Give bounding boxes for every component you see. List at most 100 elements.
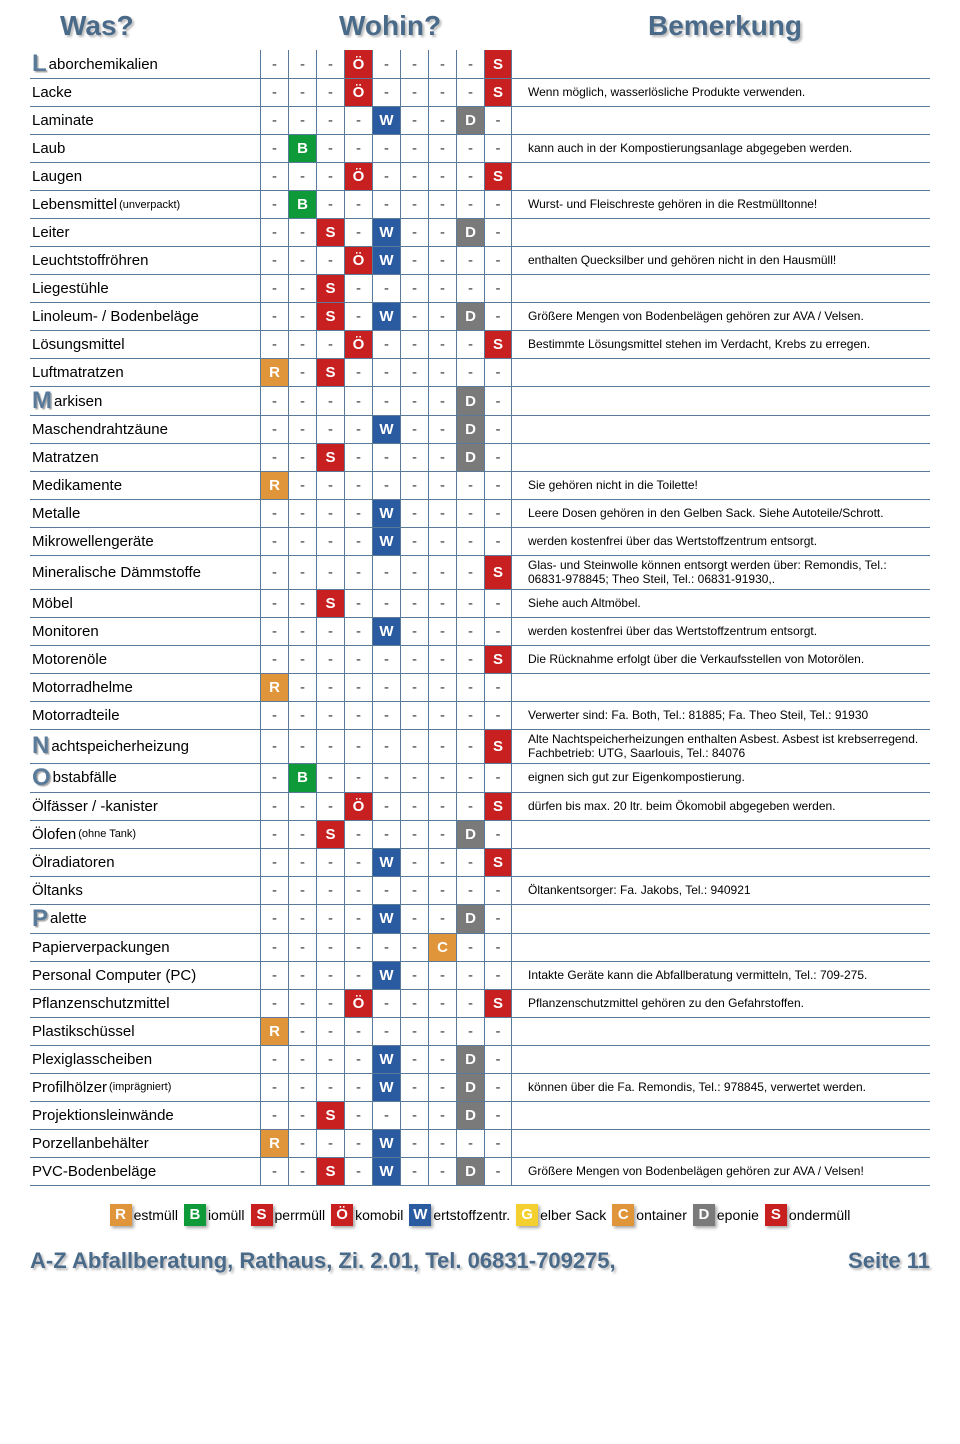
cell: - bbox=[428, 590, 456, 617]
cell: - bbox=[372, 702, 400, 729]
remark bbox=[520, 674, 930, 701]
item-name: Luftmatratzen bbox=[30, 359, 260, 386]
item-name: Motorradteile bbox=[30, 702, 260, 729]
cell: - bbox=[288, 730, 316, 763]
cell-group: ----W--D- bbox=[260, 1074, 520, 1101]
item-name-text: Motorradteile bbox=[32, 707, 120, 724]
cell: W bbox=[372, 1074, 400, 1101]
cell: - bbox=[428, 764, 456, 792]
footer-right: Seite 11 bbox=[848, 1248, 930, 1274]
cell: - bbox=[456, 1018, 484, 1045]
cell-group: --S------ bbox=[260, 275, 520, 302]
cell: R bbox=[260, 674, 288, 701]
cell-group: ----W--D- bbox=[260, 107, 520, 134]
cell: - bbox=[372, 50, 400, 78]
cell: - bbox=[288, 821, 316, 848]
cell: - bbox=[400, 1074, 428, 1101]
remark bbox=[520, 359, 930, 386]
item-name-rest: achtspeicherheizung bbox=[51, 738, 189, 755]
cell: - bbox=[372, 990, 400, 1017]
item-name-text: Mikrowellengeräte bbox=[32, 533, 154, 550]
cell: - bbox=[372, 793, 400, 820]
cell: - bbox=[316, 107, 344, 134]
item-name: Monitoren bbox=[30, 618, 260, 645]
item-name-text: Plexiglasscheiben bbox=[32, 1051, 152, 1068]
cell: S bbox=[316, 821, 344, 848]
table-row: Mineralische Dämmstoffe--------SGlas- un… bbox=[30, 556, 930, 590]
cell: S bbox=[316, 303, 344, 330]
cell: - bbox=[428, 444, 456, 471]
table-row: Mikrowellengeräte----W----werden kostenf… bbox=[30, 528, 930, 556]
cell: D bbox=[456, 416, 484, 443]
remark: enthalten Quecksilber und gehören nicht … bbox=[520, 247, 930, 274]
cell: - bbox=[428, 247, 456, 274]
cell: - bbox=[484, 528, 512, 555]
cell: - bbox=[316, 934, 344, 961]
cell-group: ----W---- bbox=[260, 618, 520, 645]
item-name: PVC-Bodenbeläge bbox=[30, 1158, 260, 1185]
cell: - bbox=[372, 135, 400, 162]
item-name: Personal Computer (PC) bbox=[30, 962, 260, 989]
table-row: Maschendrahtzäune----W--D- bbox=[30, 416, 930, 444]
cell: - bbox=[344, 107, 372, 134]
cell: - bbox=[484, 674, 512, 701]
cell: - bbox=[288, 962, 316, 989]
cell: - bbox=[484, 618, 512, 645]
cell: S bbox=[316, 219, 344, 246]
table-row: MedikamenteR--------Sie gehören nicht in… bbox=[30, 472, 930, 500]
cell: - bbox=[260, 79, 288, 106]
cell-group: --S----D- bbox=[260, 444, 520, 471]
cell: - bbox=[344, 500, 372, 527]
cell: - bbox=[456, 247, 484, 274]
item-name-text: Laugen bbox=[32, 168, 82, 185]
table-row: Ölradiatoren----W---S bbox=[30, 849, 930, 877]
remark: Alte Nachtspeicherheizungen enthalten As… bbox=[520, 730, 930, 763]
remark bbox=[520, 821, 930, 848]
remark: Öltankentsorger: Fa. Jakobs, Tel.: 94092… bbox=[520, 877, 930, 904]
cell: - bbox=[428, 1130, 456, 1157]
item-name-text: Matratzen bbox=[32, 449, 99, 466]
item-name: Ölradiatoren bbox=[30, 849, 260, 876]
remark: Verwerter sind: Fa. Both, Tel.: 81885; F… bbox=[520, 702, 930, 729]
cell: - bbox=[316, 556, 344, 589]
cell: - bbox=[260, 1074, 288, 1101]
item-name-text: Leuchtstoffröhren bbox=[32, 252, 148, 269]
cell: - bbox=[288, 793, 316, 820]
cell: - bbox=[400, 1018, 428, 1045]
cell-group: ----W---S bbox=[260, 849, 520, 876]
legend-label: estmüll bbox=[134, 1207, 178, 1223]
cell-group: ---Ö----S bbox=[260, 163, 520, 190]
item-name: Ölfässer / -kanister bbox=[30, 793, 260, 820]
item-name-text: Porzellanbehälter bbox=[32, 1135, 149, 1152]
table-row: Liegestühle--S------ bbox=[30, 275, 930, 303]
table-row: Plexiglasscheiben----W--D- bbox=[30, 1046, 930, 1074]
cell: - bbox=[288, 905, 316, 933]
cell: - bbox=[456, 500, 484, 527]
cell: - bbox=[288, 275, 316, 302]
cell: R bbox=[260, 1130, 288, 1157]
initial-letter: L bbox=[32, 52, 47, 76]
cell: - bbox=[456, 990, 484, 1017]
item-name: Markisen bbox=[30, 387, 260, 415]
cell: - bbox=[484, 1158, 512, 1185]
cell: - bbox=[456, 730, 484, 763]
table-row: Linoleum- / Bodenbeläge--S-W--D-Größere … bbox=[30, 303, 930, 331]
cell: D bbox=[456, 1102, 484, 1129]
cell: - bbox=[400, 275, 428, 302]
cell: W bbox=[372, 1158, 400, 1185]
cell: - bbox=[316, 331, 344, 358]
cell: - bbox=[400, 877, 428, 904]
cell: - bbox=[372, 1018, 400, 1045]
table-row: Obstabfälle-B-------eignen sich gut zur … bbox=[30, 764, 930, 793]
item-name: Projektionsleinwände bbox=[30, 1102, 260, 1129]
cell: D bbox=[456, 821, 484, 848]
cell: - bbox=[288, 556, 316, 589]
cell: - bbox=[428, 135, 456, 162]
cell: - bbox=[456, 135, 484, 162]
legend-badge: D bbox=[693, 1204, 715, 1226]
cell: - bbox=[456, 359, 484, 386]
cell: - bbox=[400, 79, 428, 106]
cell: - bbox=[316, 1018, 344, 1045]
cell-group: -B------- bbox=[260, 764, 520, 792]
item-name-text: Monitoren bbox=[32, 623, 99, 640]
